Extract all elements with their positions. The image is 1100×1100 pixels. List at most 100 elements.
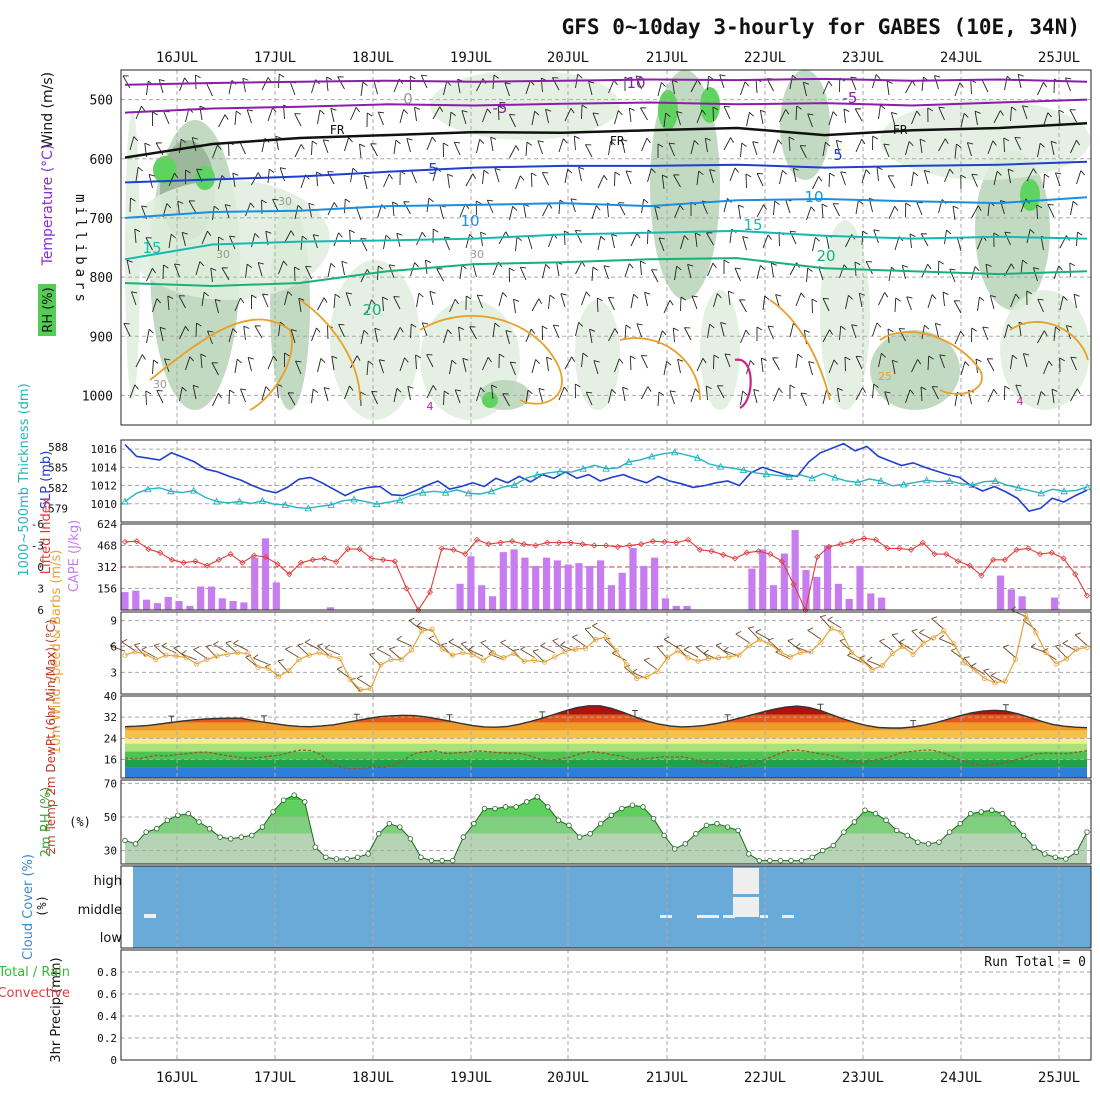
barb-shaft [1010,107,1012,122]
barb-flag [287,291,293,296]
barb-shaft [960,361,966,376]
rh-shading [125,70,1090,420]
wind-barb [453,141,461,156]
wind-barb [317,297,328,311]
cape-bar [542,557,551,610]
wind-barb [162,264,169,280]
wind-barb [508,267,515,283]
lifted-index-marker [731,555,739,562]
barb-flag [535,359,541,364]
barb-flag [203,291,209,297]
wind-barb [1037,142,1045,158]
barb-flag [939,354,946,357]
barb-shaft [740,81,746,96]
barb-flag [319,109,325,115]
wind-speed-marker [460,649,466,656]
wind-barb [789,384,796,399]
barb-flag [210,267,217,271]
wind-barb [146,268,157,282]
wind-barb [331,355,338,371]
barb-flag [247,356,254,360]
thickness-marker [900,480,908,488]
rh-band [125,800,1087,817]
wind-barb [443,390,450,406]
barb-shaft [956,237,962,252]
barb-flag [974,110,981,114]
barb-shaft [663,361,668,376]
barb-shaft [374,328,378,343]
thickness-marker [693,453,702,461]
thickness-marker [235,497,244,505]
wind-barb [1073,293,1080,309]
barb-flag [265,230,272,234]
barb-shaft [245,264,248,279]
barb-shaft [828,359,835,374]
barb-shaft [360,269,368,283]
wind-speed-marker [1022,612,1029,619]
rh-high-region [700,87,720,123]
barb-flag [352,167,358,173]
cape-bar [121,592,129,610]
wind-barb [509,361,517,376]
barb-flag [887,328,894,333]
barb-flag [200,353,207,358]
barb-flag [691,295,698,298]
wind-barb [987,388,998,403]
barb-flag [666,360,672,366]
wind-barb-10m [134,643,146,657]
barb-flag [130,197,136,202]
barb-shaft [126,260,131,275]
rh-shade-region [330,260,420,420]
barb-shaft [971,174,978,188]
rh2m-marker [344,856,350,862]
barb-shaft [1037,391,1042,406]
wind-barb [933,75,941,90]
wind-barb [406,138,413,153]
barb-shaft [822,298,830,312]
wind-barb-10m [173,645,187,659]
barb-shaft [159,327,164,342]
rh-shade-region [870,330,960,410]
barb-shaft [322,139,329,154]
wind-barb [245,263,253,279]
wind-barb [691,295,698,310]
wind-barb [416,231,426,246]
barb-shaft [285,648,300,658]
barb-flag [301,235,308,240]
lifted-index-marker [1013,546,1020,553]
barb-shaft [465,234,471,249]
barb-shaft [1010,293,1017,308]
barb-shaft [454,389,461,404]
barb-shaft [746,112,750,127]
wind-barb [382,296,388,312]
lifted-index-marker [145,546,152,553]
wind-barb [243,325,250,341]
barb-flag [1012,354,1018,360]
barb-shaft [934,323,939,338]
wind-barb [1043,173,1050,189]
wind-barb [234,110,242,126]
barb-flag [1015,384,1022,387]
rh2m-marker [376,831,382,837]
barb-shaft [164,358,170,373]
barb-shaft [284,230,292,244]
rh2m-marker [619,805,625,812]
wind-barb [294,144,305,158]
barb-flag [873,383,879,388]
barb-flag [1069,109,1076,111]
wind-barb-10m [807,627,822,640]
barb-shaft [515,237,518,252]
wind-barb [552,77,560,91]
wind-barb [800,392,807,407]
barb-flag [855,108,862,110]
barb-shaft [591,205,597,220]
barb-flag [993,232,1000,237]
precip-tick-label: 0.6 [97,988,117,1001]
barb-flag [515,145,520,151]
wind-barb [122,75,131,89]
wind-barb [657,143,664,158]
lifted-index-marker [532,542,539,549]
barb-flag [217,144,222,150]
wind-barb [272,198,279,213]
wind-barb [366,112,373,128]
